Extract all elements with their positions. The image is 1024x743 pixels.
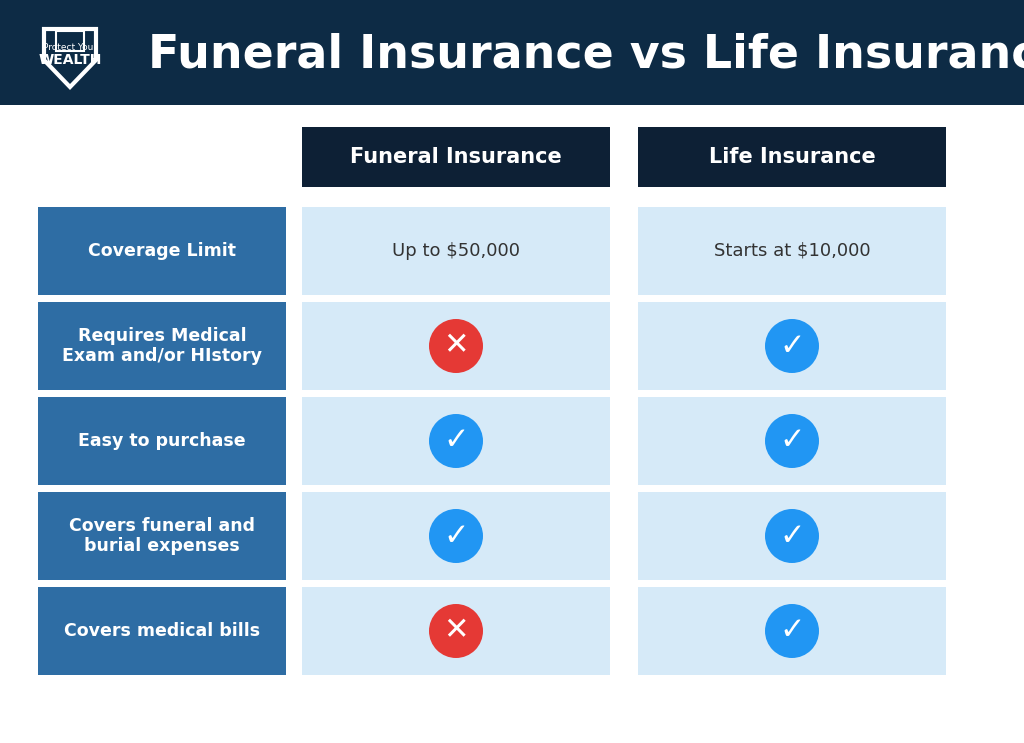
Text: Requires Medical
Exam and/or HIstory: Requires Medical Exam and/or HIstory: [62, 327, 262, 366]
Text: Coverage Limit: Coverage Limit: [88, 242, 236, 260]
Text: Covers medical bills: Covers medical bills: [63, 622, 260, 640]
Bar: [38, 587, 286, 675]
Bar: [38, 302, 286, 390]
Bar: [302, 207, 610, 295]
Circle shape: [765, 319, 819, 373]
Bar: [38, 397, 286, 485]
Bar: [302, 587, 610, 675]
Bar: [638, 587, 946, 675]
Bar: [38, 207, 286, 295]
Text: Easy to purchase: Easy to purchase: [78, 432, 246, 450]
Text: ✓: ✓: [443, 426, 469, 455]
Text: ✕: ✕: [443, 331, 469, 360]
Bar: [638, 492, 946, 580]
Text: ✓: ✓: [779, 522, 805, 551]
Text: Protect Your: Protect Your: [43, 44, 97, 53]
Text: Funeral Insurance: Funeral Insurance: [350, 147, 562, 167]
Bar: [302, 397, 610, 485]
Bar: [638, 127, 946, 187]
Bar: [302, 127, 610, 187]
Circle shape: [429, 414, 483, 468]
Text: Starts at $10,000: Starts at $10,000: [714, 242, 870, 260]
Circle shape: [765, 604, 819, 658]
Text: ✕: ✕: [443, 617, 469, 646]
Circle shape: [765, 414, 819, 468]
Bar: [302, 492, 610, 580]
Bar: [638, 397, 946, 485]
Circle shape: [429, 509, 483, 563]
Bar: [302, 302, 610, 390]
Bar: [638, 302, 946, 390]
Bar: [0, 0, 1024, 105]
Text: ✓: ✓: [443, 522, 469, 551]
Text: Covers funeral and
burial expenses: Covers funeral and burial expenses: [69, 516, 255, 556]
Bar: [638, 207, 946, 295]
Bar: [56, 31, 84, 51]
Text: Up to $50,000: Up to $50,000: [392, 242, 520, 260]
Circle shape: [429, 319, 483, 373]
Bar: [38, 492, 286, 580]
Text: Funeral Insurance vs Life Insurance: Funeral Insurance vs Life Insurance: [148, 32, 1024, 77]
Text: ✓: ✓: [779, 617, 805, 646]
Circle shape: [765, 509, 819, 563]
Text: ✓: ✓: [779, 426, 805, 455]
Circle shape: [429, 604, 483, 658]
Text: WEALTH: WEALTH: [38, 53, 101, 67]
Text: ✓: ✓: [779, 331, 805, 360]
Text: Life Insurance: Life Insurance: [709, 147, 876, 167]
